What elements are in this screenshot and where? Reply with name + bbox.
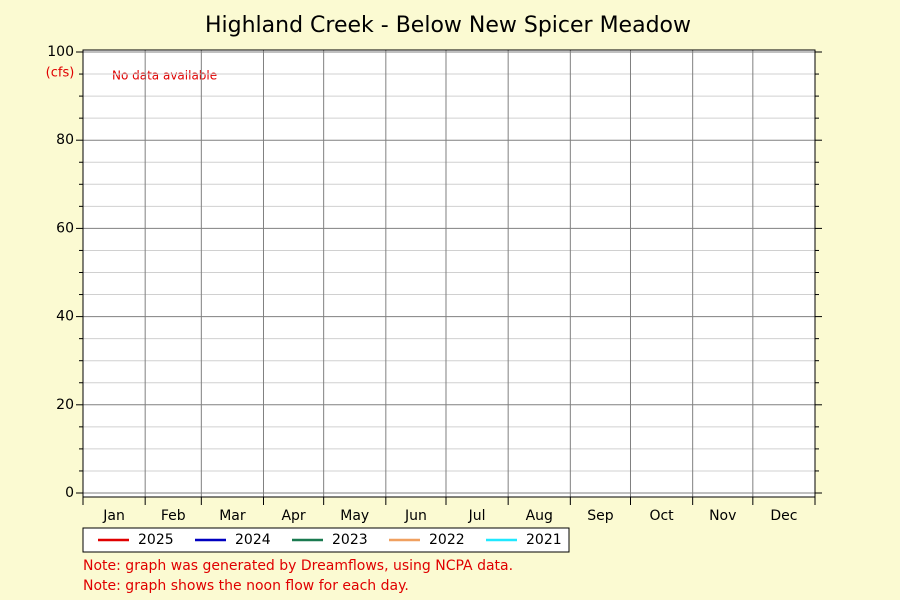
annotation: No data available xyxy=(112,69,217,83)
legend-label: 2024 xyxy=(235,532,271,548)
legend-label: 2022 xyxy=(429,532,465,548)
x-tick-label: Feb xyxy=(161,508,186,524)
y-unit: (cfs) xyxy=(46,66,75,81)
y-tick-label: 0 xyxy=(65,485,74,501)
legend-label: 2021 xyxy=(526,532,562,548)
note: Note: graph was generated by Dreamflows,… xyxy=(83,558,513,574)
y-tick-label: 100 xyxy=(47,44,74,60)
y-tick-label: 80 xyxy=(56,132,74,148)
x-tick-label: Dec xyxy=(770,508,797,524)
y-tick-label: 20 xyxy=(56,397,74,413)
legend-label: 2023 xyxy=(332,532,368,548)
x-tick-label: Jun xyxy=(404,508,427,524)
x-tick-label: Sep xyxy=(587,508,614,524)
chart-title: Highland Creek - Below New Spicer Meadow xyxy=(205,13,691,38)
x-tick-label: Apr xyxy=(281,508,305,524)
x-tick-label: Jan xyxy=(102,508,125,524)
x-tick-label: Aug xyxy=(526,508,553,524)
plot-frame xyxy=(82,49,816,498)
x-tick-label: May xyxy=(340,508,369,524)
x-tick-label: Oct xyxy=(649,508,674,524)
x-tick-label: Nov xyxy=(709,508,736,524)
y-tick-label: 40 xyxy=(56,309,74,325)
x-tick-label: Jul xyxy=(468,508,486,524)
y-tick-label: 60 xyxy=(56,220,74,236)
plot-area xyxy=(83,50,815,497)
x-tick-label: Mar xyxy=(219,508,246,524)
legend-label: 2025 xyxy=(138,532,174,548)
note: Note: graph shows the noon flow for each… xyxy=(83,578,409,594)
